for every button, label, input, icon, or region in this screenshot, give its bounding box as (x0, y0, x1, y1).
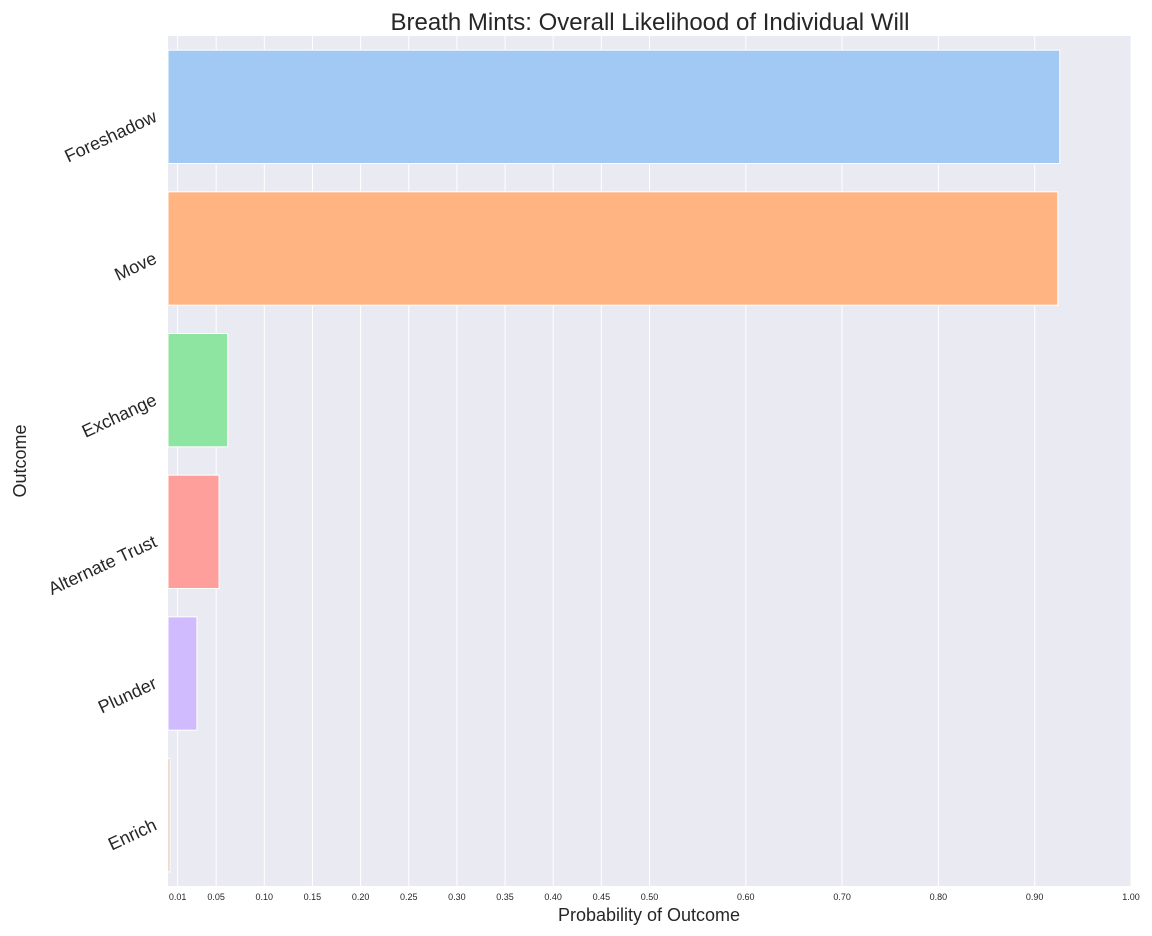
bar-plunder (167, 616, 198, 731)
x-tick-label: 0.25 (400, 892, 418, 902)
x-tick-label: 0.80 (930, 892, 948, 902)
y-axis-label: Outcome (10, 424, 30, 497)
bar-exchange (167, 333, 229, 448)
x-tick-label: 0.60 (737, 892, 755, 902)
y-tick-label: Plunder (95, 673, 160, 717)
x-tick-label: 1.00 (1122, 892, 1140, 902)
x-tick-label: 0.90 (1026, 892, 1044, 902)
x-tick-label: 0.45 (593, 892, 611, 902)
x-tick-label: 0.40 (544, 892, 562, 902)
x-tick-label: 0.01 (169, 892, 187, 902)
y-tick-label: Alternate Trust (45, 531, 160, 599)
bar-alternate-trust (167, 474, 220, 589)
y-tick-labels: Foreshadow Move Exchange Alternate Trust Plu… (45, 106, 160, 854)
chart-title: Breath Mints: Overall Likelihood of Indi… (391, 9, 910, 36)
y-tick-label: Move (111, 248, 159, 285)
y-tick-label: Foreshadow (61, 106, 160, 166)
x-tick-label: 0.15 (304, 892, 322, 902)
x-tick-label: 0.30 (448, 892, 466, 902)
x-tick-label: 0.50 (641, 892, 659, 902)
x-tick-label: 0.10 (256, 892, 274, 902)
bar-enrich (167, 758, 171, 873)
x-tick-label: 0.20 (352, 892, 370, 902)
bar-foreshadow (167, 49, 1061, 165)
y-tick-label: Enrich (105, 815, 160, 855)
grid-lines (177, 36, 1132, 886)
bar-move (167, 191, 1059, 306)
x-axis-label: Probability of Outcome (558, 905, 740, 925)
x-tick-label: 0.05 (207, 892, 225, 902)
x-tick-label: 0.35 (496, 892, 514, 902)
bars (167, 49, 1061, 873)
y-tick-label: Exchange (79, 390, 160, 442)
x-tick-labels: 0.01 0.05 0.10 0.15 0.20 0.25 0.30 0.35 0.40 0.45… (169, 892, 1140, 902)
x-tick-label: 0.70 (833, 892, 851, 902)
